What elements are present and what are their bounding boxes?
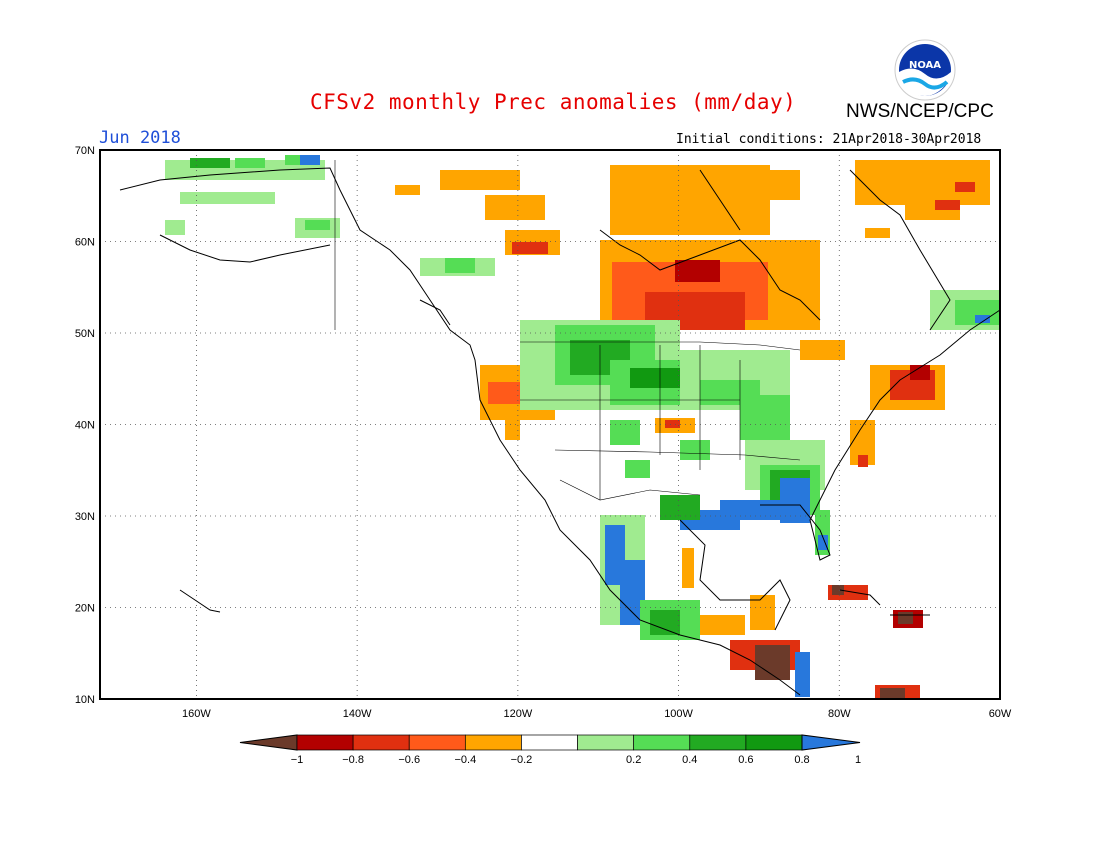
colorbar-label: 1 <box>855 754 861 766</box>
colorbar: −1 −0.8 −0.6 −0.4 −0.2 0.2 0.4 0.6 0.8 1 <box>239 734 861 766</box>
lon-labels: 160W 140W 120W 100W 80W 60W <box>182 708 1012 720</box>
lat-labels: 70N 60N 50N 40N 30N 20N 10N <box>75 145 95 706</box>
colorbar-segment <box>577 734 635 751</box>
colorbar-label: −0.8 <box>342 754 364 766</box>
forecast-month: Jun 2018 <box>99 128 181 148</box>
lat-label: 10N <box>75 694 95 706</box>
colorbar-low-triangle <box>239 734 298 751</box>
lon-label: 100W <box>664 708 693 720</box>
colorbar-label: −0.4 <box>454 754 476 766</box>
colorbar-high-triangle <box>801 734 861 751</box>
colorbar-segment <box>745 734 803 751</box>
colorbar-label: −0.6 <box>398 754 420 766</box>
lon-label: 120W <box>503 708 532 720</box>
colorbar-segment <box>296 734 354 751</box>
gridlines <box>100 150 1000 699</box>
lat-label: 30N <box>75 511 95 523</box>
colorbar-segment <box>408 734 466 751</box>
borders <box>334 160 801 501</box>
colorbar-label: 0.8 <box>794 754 809 766</box>
colorbar-label: 0.2 <box>626 754 641 766</box>
map-title: CFSv2 monthly Prec anomalies (mm/day) <box>310 90 797 114</box>
lon-label: 140W <box>343 708 372 720</box>
lat-label: 20N <box>75 603 95 615</box>
lon-label: 80W <box>828 708 851 720</box>
agency-label: NWS/NCEP/CPC <box>846 101 994 122</box>
noaa-logo-icon: NOAA <box>894 39 956 101</box>
lat-label: 70N <box>75 145 95 157</box>
colorbar-segment <box>633 734 691 751</box>
colorbar-label: −1 <box>291 754 304 766</box>
colorbar-label: −0.2 <box>511 754 533 766</box>
colorbar-label: 0.6 <box>738 754 753 766</box>
colorbar-segment <box>464 734 522 751</box>
colorbar-segment <box>521 734 578 751</box>
colorbar-segment <box>352 734 410 751</box>
lon-label: 160W <box>182 708 211 720</box>
colorbar-label: 0.4 <box>682 754 697 766</box>
lat-label: 50N <box>75 328 95 340</box>
lat-label: 40N <box>75 420 95 432</box>
lat-label: 60N <box>75 237 95 249</box>
coastlines <box>119 167 1001 696</box>
initial-conditions: Initial conditions: 21Apr2018-30Apr2018 <box>676 132 982 147</box>
logo-text: NOAA <box>909 60 941 71</box>
colorbar-segment <box>689 734 747 751</box>
lon-label: 60W <box>989 708 1012 720</box>
anomaly-patches <box>165 155 1000 699</box>
map-frame <box>99 149 1001 700</box>
